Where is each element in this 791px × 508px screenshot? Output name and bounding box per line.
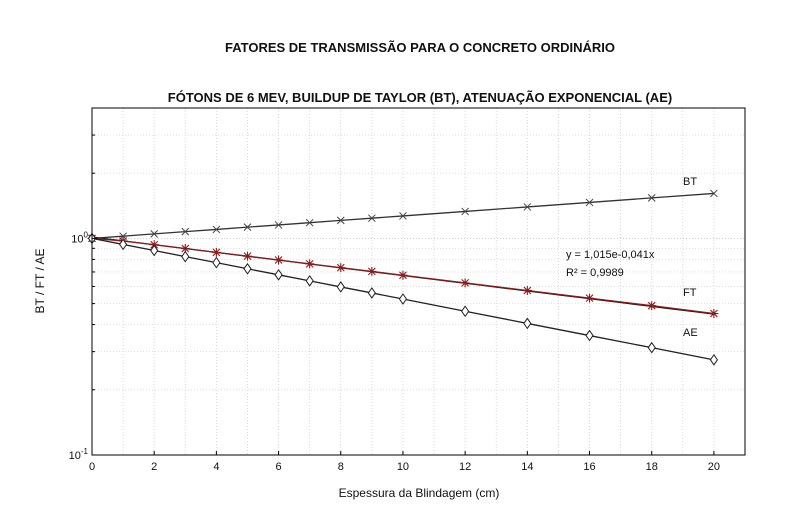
point-ae	[305, 274, 314, 287]
point-ft	[647, 301, 657, 311]
point-ft	[367, 266, 377, 276]
plot-area	[92, 108, 745, 455]
series-line-ft	[91, 237, 714, 315]
x-axis-label: Espessura da Blindagem (cm)	[339, 486, 500, 500]
chart-title: FATORES DE TRANSMISSÃO PARA O CONCRETO O…	[225, 40, 615, 55]
point-ae	[150, 244, 159, 257]
y-axis-label: BT / FT / AE	[33, 249, 47, 314]
x-tick-label: 8	[338, 461, 344, 473]
tick-layer: 0 2 4 6 8 10 12 14 16 18 20 10-1 100	[69, 107, 720, 473]
point-ft	[211, 247, 221, 257]
point-bt	[585, 198, 594, 207]
x-tick-label: 16	[583, 461, 595, 473]
point-bt	[243, 223, 252, 232]
chart-subtitle: FÓTONS DE 6 MEV, BUILDUP DE TAYLOR (BT),…	[168, 90, 672, 105]
series-layer	[87, 189, 719, 366]
x-tick-label: 10	[397, 461, 409, 473]
point-ft	[522, 285, 532, 295]
series-line-bt	[91, 192, 714, 240]
point-ae	[243, 262, 252, 275]
point-bt	[181, 227, 190, 236]
point-ae	[212, 256, 221, 269]
point-ae	[118, 238, 128, 251]
point-ae	[709, 353, 719, 366]
series-line-ae	[91, 237, 715, 361]
x-tick-label: 0	[89, 461, 95, 473]
point-ae	[523, 317, 532, 330]
y-tick-label: 10-1	[69, 447, 89, 462]
point-bt	[523, 203, 532, 211]
point-ft	[242, 251, 252, 261]
point-ae	[336, 281, 345, 293]
point-bt	[305, 218, 314, 227]
point-ft	[460, 278, 470, 288]
point-ft	[585, 293, 595, 303]
point-ft	[398, 270, 408, 280]
point-bt	[368, 214, 376, 223]
x-tick-label: 6	[276, 461, 282, 473]
point-ae	[585, 329, 594, 342]
point-ae	[461, 305, 470, 318]
trendline-equation: y = 1,015e-0,041x	[566, 249, 655, 261]
point-ft	[336, 263, 346, 273]
point-ft	[709, 309, 719, 319]
point-bt	[647, 194, 656, 202]
point-ft	[180, 244, 190, 254]
series-label-bt: BT	[683, 176, 697, 188]
x-tick-label: 2	[151, 461, 157, 473]
point-bt	[461, 207, 469, 216]
x-tick-label: 12	[459, 461, 471, 473]
point-bt	[212, 225, 221, 234]
point-ft	[274, 255, 284, 265]
point-ft	[305, 259, 315, 269]
point-bt	[336, 216, 345, 225]
series-label-ae: AE	[683, 327, 698, 339]
point-ae	[647, 341, 656, 354]
point-bt	[710, 189, 718, 198]
point-bt	[150, 230, 159, 238]
plot-frame	[91, 107, 746, 456]
x-tick-label: 14	[521, 461, 533, 473]
point-ae	[274, 268, 283, 281]
trendline-r2: R² = 0,9989	[566, 267, 624, 279]
series-label-ft: FT	[683, 287, 697, 299]
point-bt	[274, 221, 283, 229]
x-tick-label: 18	[646, 461, 658, 473]
x-tick-label: 20	[708, 461, 720, 473]
x-tick-label: 4	[213, 461, 219, 473]
point-ae	[398, 293, 408, 305]
point-bt	[399, 212, 407, 220]
y-tick-label: 100	[71, 230, 88, 245]
point-ae	[367, 287, 376, 299]
point-ae	[181, 250, 190, 263]
